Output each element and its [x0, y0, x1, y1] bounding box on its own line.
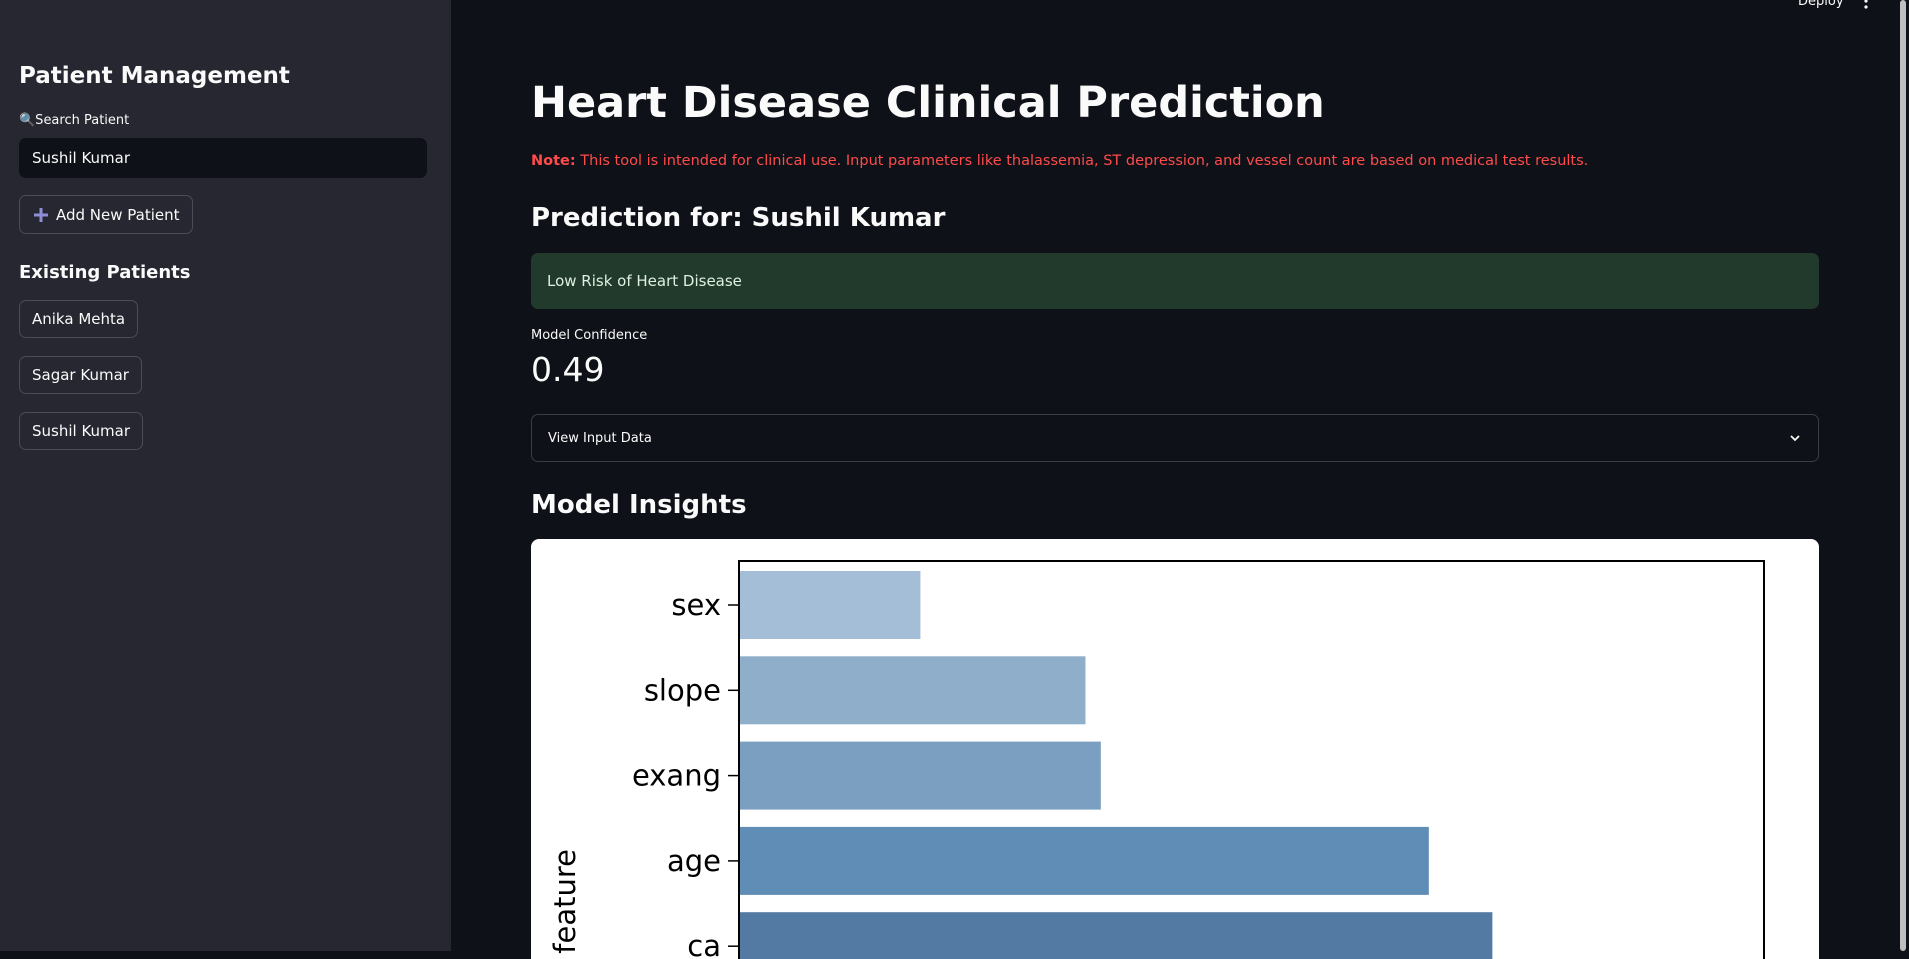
chart: feature sex slope exang age ca [548, 560, 1765, 959]
deploy-button[interactable]: Deploy [1798, 0, 1844, 9]
confidence-label: Model Confidence [531, 328, 648, 343]
chart-container: feature sex slope exang age ca [531, 539, 1819, 959]
chevron-icon [1790, 435, 1800, 442]
search-label: 🔍Search Patient [19, 113, 130, 128]
page-title: Heart Disease Clinical Prediction [531, 78, 1325, 128]
note: Note: This tool is intended for clinical… [531, 153, 1588, 169]
search-input[interactable]: Sushil Kumar [19, 138, 427, 178]
plus-icon [34, 207, 48, 222]
sidebar: Patient Management 🔍Search Patient Sushi… [0, 0, 451, 951]
note-label: Note: [531, 153, 576, 169]
existing-title: Existing Patients [19, 262, 191, 283]
note-text: This tool is intended for clinical use. … [580, 153, 1589, 169]
expander-label: View Input Data [548, 430, 652, 446]
y-axis-label: feature [548, 849, 582, 954]
expander[interactable]: View Input Data [531, 414, 1819, 462]
sidebar-title: Patient Management [19, 63, 290, 89]
menu-icon[interactable] [1860, 0, 1872, 12]
patient-button[interactable]: Sushil Kumar [19, 412, 144, 450]
scrollbar[interactable] [1900, 0, 1906, 951]
add-patient-button[interactable]: Add New Patient [19, 195, 193, 234]
add-patient-label: Add New Patient [56, 205, 180, 224]
bar [739, 826, 1429, 895]
y-tick-label: exang [632, 759, 721, 793]
result-box: Low Risk of Heart Disease [531, 253, 1819, 309]
insights-heading: Model Insights [531, 490, 747, 520]
y-tick-label: age [667, 844, 721, 878]
y-tick-label: slope [644, 673, 721, 707]
bar [739, 571, 921, 639]
patient-button[interactable]: Sagar Kumar [19, 356, 142, 394]
bar [739, 741, 1101, 810]
patient-button[interactable]: Anika Mehta [19, 300, 139, 338]
bar [739, 912, 1493, 959]
confidence-value: 0.49 [531, 350, 605, 389]
plot-frame [738, 560, 1765, 959]
y-tick-label: sex [671, 588, 721, 622]
bar [739, 656, 1086, 725]
y-tick-label: ca [687, 929, 721, 959]
prediction-heading: Prediction for: Sushil Kumar [531, 203, 946, 233]
